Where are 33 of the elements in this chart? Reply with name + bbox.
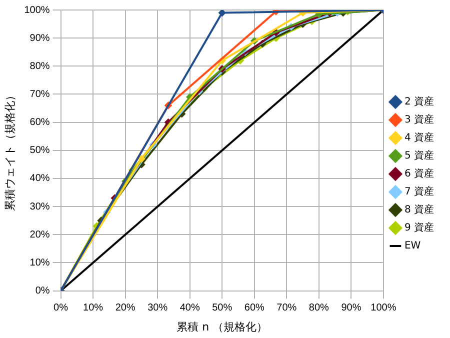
y-tick-label: 80% <box>30 60 50 72</box>
legend-label: 2 資産 <box>404 96 434 108</box>
x-tick-label: 70% <box>276 302 297 314</box>
y-axis-title: 累積ウェイト（規格化） <box>3 90 16 211</box>
y-tick-label: 70% <box>30 88 50 100</box>
x-tick-label: 100% <box>370 302 396 314</box>
x-axis-title: 累積 n （規格化） <box>176 320 268 334</box>
x-tick-label: 0% <box>54 302 68 314</box>
y-tick-label: 20% <box>30 229 50 240</box>
y-tick-label: 0% <box>35 286 50 297</box>
y-tick-label: 40% <box>30 173 50 184</box>
x-tick-label: 20% <box>115 302 136 314</box>
y-tick-label: 90% <box>30 32 50 44</box>
legend-label: 7 資産 <box>404 186 434 198</box>
x-tick-label: 10% <box>83 302 104 314</box>
x-tick-label: 80% <box>308 302 330 314</box>
legend-label: 6 資産 <box>404 168 434 180</box>
x-tick-label: 50% <box>212 302 232 314</box>
y-tick-label: 60% <box>30 117 50 128</box>
legend-label: EW <box>404 240 421 252</box>
y-tick-label: 100% <box>24 4 50 16</box>
legend-label: 5 資産 <box>404 150 434 162</box>
legend-label: 3 資産 <box>404 114 434 126</box>
x-tick-label: 60% <box>244 302 264 314</box>
y-tick-label: 50% <box>30 145 50 156</box>
legend-label: 9 資産 <box>404 222 434 234</box>
legend-label: 8 資産 <box>404 204 434 216</box>
x-tick-label: 30% <box>148 302 168 314</box>
legend-label: 4 資産 <box>404 132 434 144</box>
x-tick-label: 40% <box>180 302 200 314</box>
y-tick-label: 10% <box>30 257 50 268</box>
y-tick-label: 30% <box>30 201 50 212</box>
x-tick-label: 90% <box>341 302 362 314</box>
